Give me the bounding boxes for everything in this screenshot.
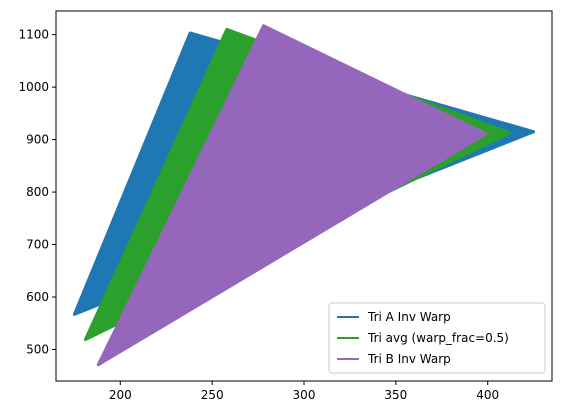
y-tick-label: 600	[26, 290, 49, 304]
y-tick-label: 500	[26, 343, 49, 357]
series-triangle-3	[96, 24, 488, 367]
x-tick-label: 250	[201, 388, 224, 402]
x-tick-label: 300	[293, 388, 316, 402]
x-tick-label: 350	[384, 388, 407, 402]
x-axis: 200 250 300 350 400	[109, 381, 499, 402]
plot-area	[72, 24, 536, 367]
legend-label-1: Tri A Inv Warp	[367, 310, 451, 324]
y-tick-label: 700	[26, 238, 49, 252]
legend-box	[328, 302, 546, 374]
legend-label-3: Tri B Inv Warp	[367, 352, 451, 366]
y-tick-label: 1000	[18, 80, 49, 94]
x-tick-label: 200	[109, 388, 132, 402]
y-axis: 500 600 700 800 900 1000 1100	[18, 28, 56, 357]
x-tick-label: 400	[476, 388, 499, 402]
y-tick-label: 800	[26, 185, 49, 199]
legend-label-2: Tri avg (warp_frac=0.5)	[367, 331, 509, 345]
y-tick-label: 1100	[18, 28, 49, 42]
legend: Tri A Inv Warp Tri avg (warp_frac=0.5) Tri…	[328, 302, 546, 374]
y-tick-label: 900	[26, 133, 49, 147]
